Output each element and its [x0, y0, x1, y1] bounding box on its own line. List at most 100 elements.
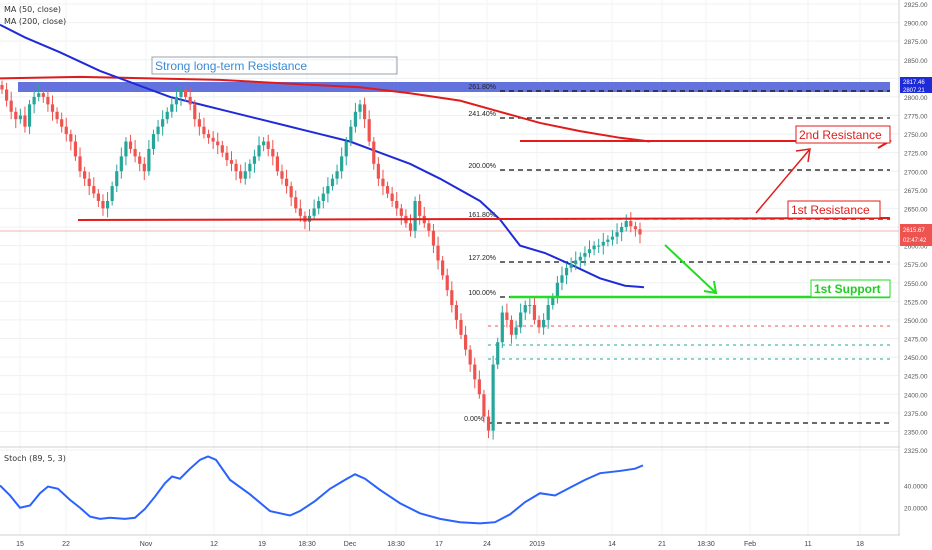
candle-body — [0, 85, 4, 90]
second-resistance-label-box — [795, 125, 891, 144]
candle-body — [340, 156, 344, 172]
strong-resistance-label: Strong long-term Resistance — [155, 59, 307, 73]
candle-body — [349, 126, 353, 142]
candle-body — [128, 141, 133, 149]
candle-body — [294, 197, 298, 209]
candle-body — [197, 119, 201, 127]
x-tick-label: 14 — [608, 541, 616, 548]
candle-body — [463, 334, 468, 350]
candle-body — [115, 171, 119, 187]
candle-body — [202, 126, 206, 135]
candle-body — [344, 141, 348, 157]
candle-body — [610, 236, 615, 240]
candle-body — [326, 186, 330, 194]
candle-body — [234, 163, 238, 172]
strong-resistance-band — [18, 82, 890, 92]
x-tick-label: 18:30 — [387, 541, 405, 548]
y-tick-label: 2525.00 — [904, 299, 928, 306]
first-support-label: 1st Support — [814, 282, 881, 296]
candle-body — [390, 193, 394, 201]
candle-body — [532, 305, 537, 320]
y-tick-label: 2325.00 — [904, 448, 928, 455]
x-tick-label: 19 — [258, 541, 266, 548]
candle-body — [183, 89, 188, 97]
candle-body — [587, 249, 592, 254]
candle-body — [96, 193, 100, 201]
candlestick-series — [0, 80, 642, 440]
first-support-label-box — [810, 279, 891, 298]
candle-body — [509, 319, 514, 335]
candle-body — [147, 148, 151, 172]
y-tick-label: 2675.00 — [904, 188, 928, 195]
y-tick-label: 2450.00 — [904, 355, 928, 362]
candle-body — [216, 141, 220, 146]
candle-body — [624, 221, 628, 227]
y-tick-label: 2775.00 — [904, 114, 928, 121]
bullish-arrow — [755, 148, 811, 214]
candle-body — [574, 260, 578, 265]
stoch-tick-label: 40.0000 — [904, 483, 928, 490]
x-tick-label: 12 — [210, 541, 218, 548]
first-resistance-line — [77, 217, 891, 221]
candle-body — [83, 171, 87, 179]
x-tick-label: 18:30 — [298, 541, 316, 548]
candle-body — [537, 319, 541, 328]
candle-body — [601, 241, 605, 246]
candle-body — [381, 178, 385, 187]
candle-body — [298, 208, 302, 216]
y-tick-label: 2800.00 — [904, 95, 928, 102]
candle-body — [482, 394, 486, 417]
candle-body — [4, 89, 9, 101]
x-tick-label: 2019 — [529, 541, 545, 548]
candle-body — [367, 119, 371, 142]
price-badge-upper-bg — [900, 77, 932, 93]
candle-body — [60, 119, 64, 127]
fib-label: 200.00% — [468, 163, 496, 170]
candle-body — [408, 223, 413, 231]
candle-body — [519, 312, 523, 328]
candle-body — [239, 171, 243, 179]
candle-body — [468, 349, 472, 365]
x-tick-label: 11 — [804, 541, 811, 548]
y-tick-label: 2600.00 — [904, 244, 928, 251]
candle-body — [569, 264, 573, 268]
x-tick-label: Dec — [344, 541, 357, 548]
y-tick-label: 2400.00 — [904, 392, 928, 399]
candle-body — [257, 145, 261, 157]
y-tick-label: 2550.00 — [904, 281, 928, 288]
candle-body — [385, 186, 390, 194]
candle-body — [284, 178, 289, 187]
x-tick-label: 24 — [483, 541, 491, 548]
candle-body — [564, 267, 569, 276]
candle-body — [32, 96, 36, 105]
y-tick-label: 2475.00 — [904, 337, 928, 344]
bullish-arrowhead — [795, 148, 811, 163]
y-tick-label: 2900.00 — [904, 21, 928, 28]
candle-body — [528, 305, 532, 307]
stoch-tick-label: 20.0000 — [904, 506, 928, 513]
candle-body — [64, 126, 68, 135]
candle-body — [486, 416, 491, 431]
candle-body — [18, 115, 22, 120]
stoch-legend: Stoch (89, 5, 3) — [4, 454, 66, 463]
x-tick-label: 15 — [16, 541, 24, 548]
candle-body — [41, 93, 45, 97]
ma200-line — [0, 75, 651, 143]
stoch-axis-ticks: 40.0000 20.0000 — [904, 483, 928, 512]
candle-body — [445, 275, 449, 291]
candle-body — [496, 342, 500, 365]
ma200-legend: MA (200, close) — [4, 17, 66, 26]
candle-body — [454, 305, 459, 320]
x-tick-label: 21 — [658, 541, 666, 548]
candle-body — [413, 200, 417, 231]
candle-body — [500, 312, 504, 343]
candle-body — [165, 111, 169, 120]
candle-body — [266, 141, 270, 149]
candle-body — [477, 379, 481, 395]
candle-body — [69, 134, 73, 142]
candle-body — [597, 245, 601, 247]
support-arrowhead — [703, 280, 718, 295]
candle-body — [23, 115, 27, 127]
candle-body — [542, 319, 546, 328]
candle-body — [615, 232, 619, 237]
